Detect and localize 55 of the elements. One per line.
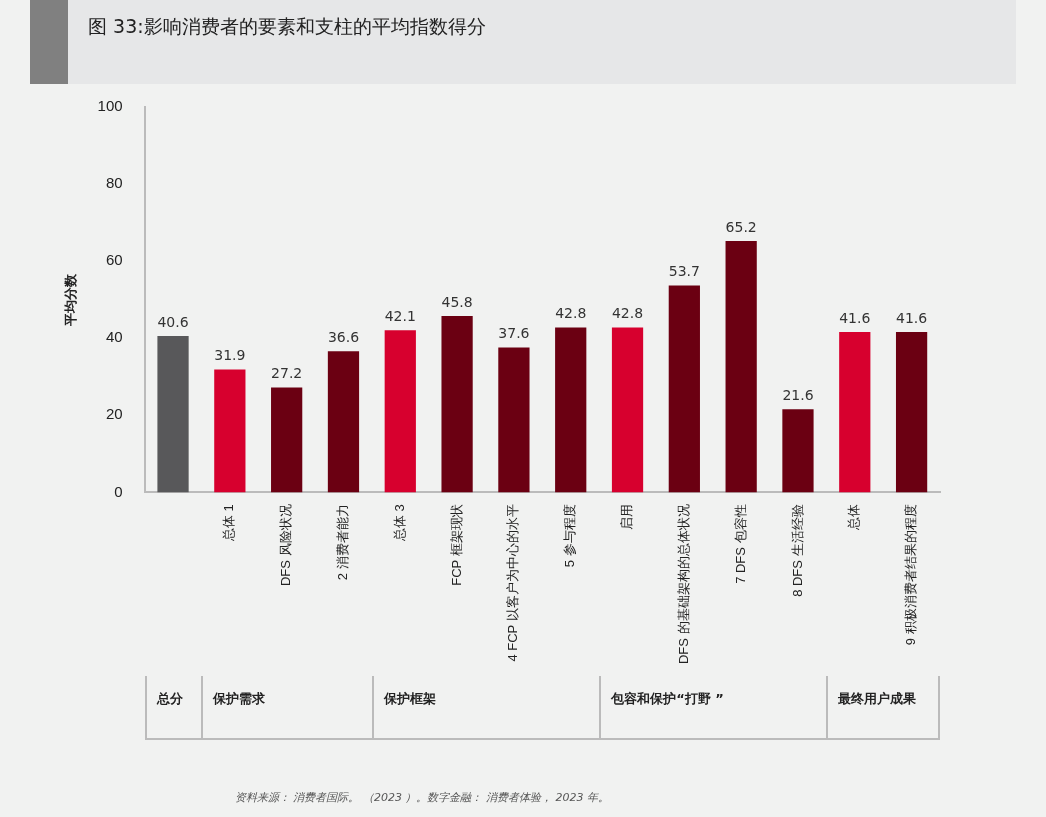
bar [327, 351, 360, 493]
bar [555, 327, 587, 493]
bar [441, 315, 473, 493]
data-label: 53.7 [668, 263, 700, 280]
data-label: 40.6 [157, 313, 189, 330]
x-tick-label: 4 FCP 以客户为中心的水平 [505, 504, 521, 662]
data-label: 45.8 [441, 293, 473, 310]
bar [895, 332, 928, 493]
bar [839, 332, 871, 493]
y-tick-label: 0 [114, 482, 123, 500]
data-label: 42.1 [384, 307, 416, 324]
x-tick-label: 7 DFS 包容性 [732, 504, 748, 584]
data-label: 42.8 [555, 305, 587, 322]
data-label: 42.8 [611, 305, 644, 322]
data-label: 36.6 [327, 328, 360, 345]
text: 总分 [144, 676, 202, 740]
bar [271, 387, 303, 493]
data-label: 31.9 [214, 347, 246, 364]
chart-title: 图 33:影响消费者的要素和支柱的平均指数得分 [88, 14, 486, 39]
data-label: 65.2 [725, 218, 757, 235]
bar [782, 409, 814, 493]
x-tick-label: 2 消费者能力 [335, 504, 351, 581]
text: 资料来源： 消费者国际。 （2023 ）。数字金融： 消费者体验， 2023 年。 [235, 790, 609, 805]
bar [384, 330, 416, 493]
x-tick-label: 总体 3 [391, 504, 407, 543]
bar [157, 335, 189, 493]
x-tick-label: 8 DFS 生活经验 [789, 504, 805, 597]
x-tick-label: DFS 风险状况 [278, 504, 294, 587]
x-tick-label: FCP 框架现状 [448, 504, 464, 586]
x-tick-label: 5 参与程度 [562, 504, 578, 568]
y-tick-label: 100 [97, 97, 123, 115]
bar [611, 327, 644, 493]
text: 最终用户成果 [826, 676, 940, 740]
x-tick-label: 总体 [846, 504, 862, 532]
data-label: 41.6 [839, 309, 871, 326]
text: 包容和保护“打野 ” [599, 676, 827, 740]
bar [725, 241, 757, 493]
bar [498, 347, 530, 493]
y-tick-label: 60 [105, 251, 123, 269]
x-tick-label: 总体 1 [221, 504, 237, 543]
text: 保护需求 [201, 676, 372, 740]
text: 保护框架 [371, 676, 600, 740]
bar [668, 285, 700, 493]
y-axis-title: 平均分数 [63, 272, 79, 327]
data-label: 21.6 [782, 386, 814, 403]
y-tick-label: 20 [105, 405, 123, 423]
x-tick-label: 启用 [619, 504, 635, 531]
x-tick-label: 9 积极消费者结果的程度 [903, 504, 919, 646]
data-label: 37.6 [498, 325, 530, 342]
y-tick-label: 40 [105, 328, 123, 346]
y-tick-label: 80 [105, 174, 123, 192]
bar [214, 369, 246, 493]
data-label: 27.2 [271, 365, 303, 382]
data-label: 41.6 [896, 309, 928, 326]
x-tick-label: DFS 的基础架构的总体状况 [675, 504, 691, 665]
